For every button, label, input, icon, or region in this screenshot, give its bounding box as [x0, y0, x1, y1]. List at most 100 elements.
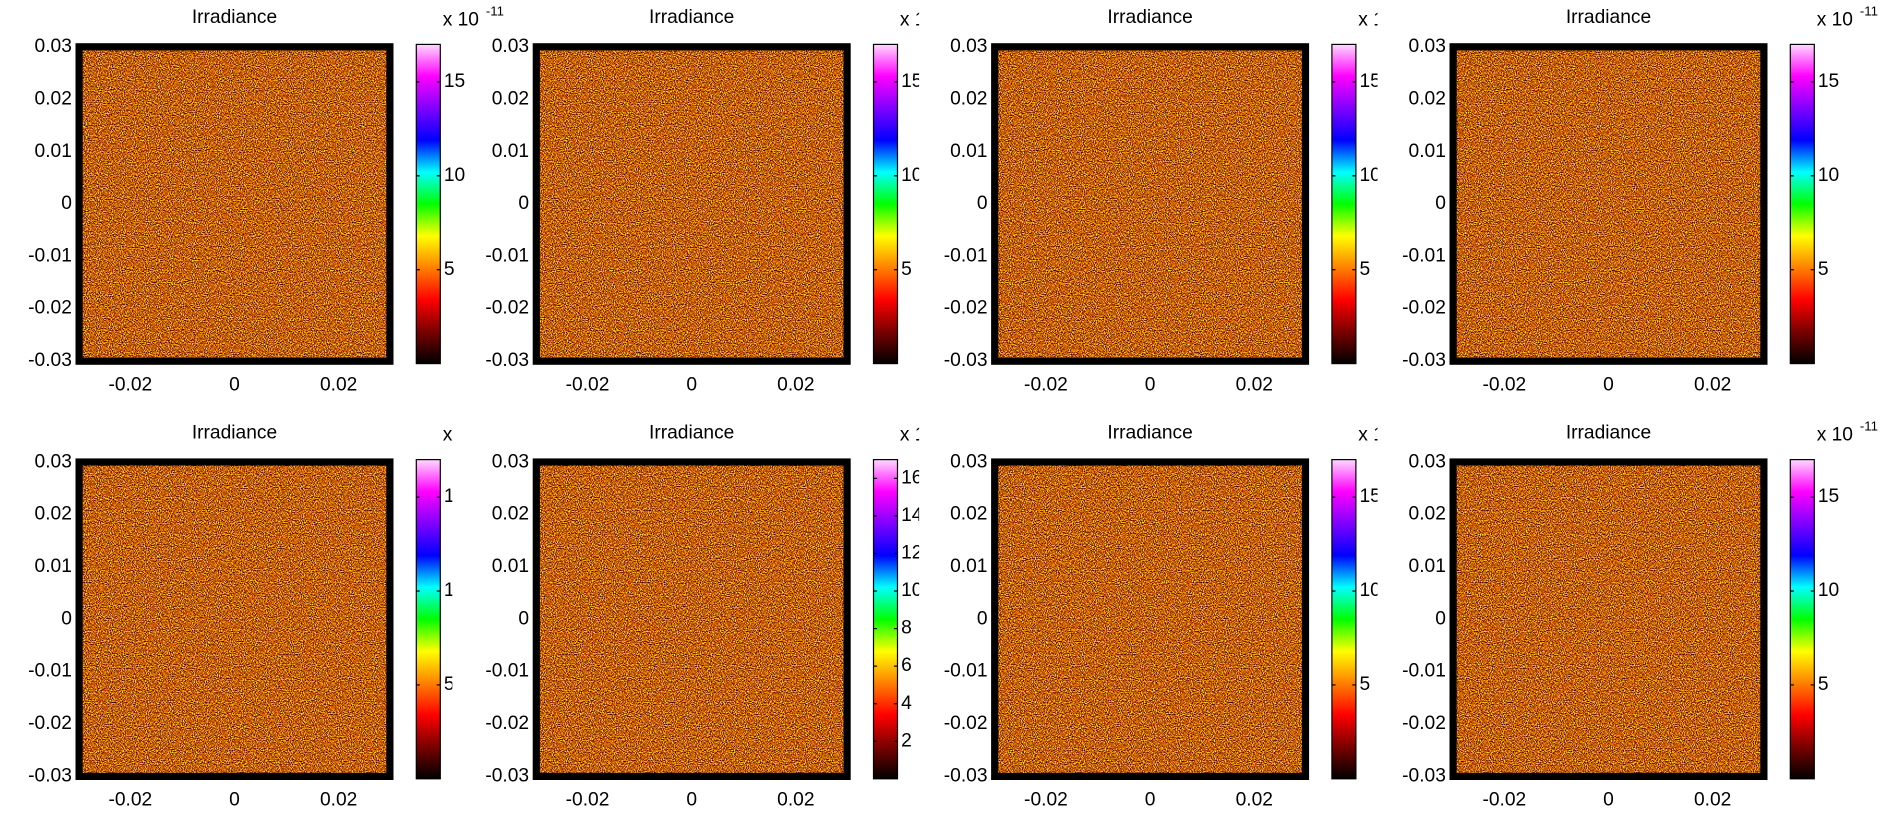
colorbar-exponent: -11: [1402, 419, 1420, 434]
subplot-title: Irradiance: [649, 422, 734, 443]
x-tick-label: 0.02: [1236, 374, 1273, 395]
subplot-title: Irradiance: [1566, 7, 1651, 28]
y-tick-label: -0.03: [944, 350, 988, 371]
colorbar-multiplier: x 10: [1817, 9, 1853, 30]
y-tick-label: 0: [1435, 608, 1446, 629]
y-tick-label: -0.03: [28, 765, 72, 786]
y-tick-label: 0: [977, 193, 988, 214]
colorbar-tick-label: 10: [901, 580, 922, 601]
subplot: Irradiance -0.03 -0.02 -0.01 0 0.01 0.02 0.03 -0…: [485, 422, 922, 810]
y-tick-label: -0.01: [485, 661, 529, 682]
y-tick-label: 0.01: [35, 141, 72, 162]
x-tick-label: -0.02: [566, 789, 610, 810]
colorbar-tick-label: 15: [1360, 486, 1381, 507]
colorbar-tick-label: 15: [1818, 486, 1839, 507]
heatmap-image: [1450, 44, 1767, 364]
x-tick-label: 0: [686, 374, 697, 395]
y-tick-label: 0.02: [35, 504, 72, 525]
colorbar-tick-label: 10: [1360, 165, 1381, 186]
colorbar-tick-label: 10: [901, 165, 922, 186]
colorbar-exponent: -11: [486, 419, 504, 434]
x-tick-label: 0.02: [320, 789, 357, 810]
subplot: Irradiance -0.03 -0.02 -0.01 0 0.01 0.02 0.03 -0…: [485, 7, 936, 395]
y-tick-label: 0: [1435, 193, 1446, 214]
colorbar-multiplier: x 10: [1358, 9, 1394, 30]
subplot: Irradiance -0.03 -0.02 -0.01 0 0.01 0.02 0.03 -0…: [944, 7, 1394, 395]
subplot: Irradiance -0.03 -0.02 -0.01 0 0.01 0.02 0.03 -0…: [28, 419, 504, 810]
y-tick-label: 0.02: [950, 88, 987, 109]
heatmap-image: [76, 44, 393, 364]
colorbar-labels: 5 10 15 x 10 -11: [1358, 9, 1394, 279]
y-tick-label: -0.03: [1402, 765, 1446, 786]
x-tick-label: -0.02: [566, 374, 610, 395]
colorbar-multiplier: x 10: [900, 9, 936, 30]
y-tick-label: 0.01: [1409, 141, 1446, 162]
y-tick-label: -0.03: [28, 350, 72, 371]
colorbar-tick-label: 10: [444, 580, 465, 601]
y-tick-label: -0.02: [485, 298, 529, 319]
colorbar-multiplier: x 10: [1358, 425, 1394, 446]
x-tick-label: 0: [1603, 374, 1614, 395]
colorbar-exponent: -11: [486, 3, 504, 18]
colorbar: [1789, 458, 1815, 780]
y-tick-label: 0.03: [950, 36, 987, 57]
y-tick-label: -0.03: [1402, 350, 1446, 371]
x-tick-label: 0.02: [320, 374, 357, 395]
colorbar: [872, 43, 899, 365]
colorbar-exponent: -11: [1860, 419, 1878, 434]
y-tick-label: 0: [518, 608, 529, 629]
y-tick-label: 0.02: [1409, 88, 1446, 109]
y-tick-label: 0.03: [35, 451, 72, 472]
y-tick-label: 0.01: [492, 141, 529, 162]
colorbar-labels: 2 4 6 8 10 12 14 16 x 10 -11: [900, 425, 922, 752]
colorbar-tick-label: 16: [901, 467, 922, 488]
y-tick-label: -0.02: [28, 713, 72, 734]
colorbar: [1331, 43, 1357, 365]
subplot-title: Irradiance: [1107, 422, 1192, 443]
colorbar-labels: 5 10 15 x 10 -11: [443, 419, 504, 695]
subplot: Irradiance -0.03 -0.02 -0.01 0 0.01 0.02 0.03 -0…: [1402, 3, 1878, 395]
colorbar-tick-label: 15: [901, 71, 922, 92]
colorbar-exponent: -11: [1860, 3, 1878, 18]
subplot-title: Irradiance: [649, 7, 734, 28]
x-tick-label: -0.02: [1024, 789, 1068, 810]
x-tick-label: -0.02: [1482, 789, 1526, 810]
colorbar-tick-label: 2: [901, 730, 912, 751]
x-tick-label: 0: [686, 789, 697, 810]
colorbar-tick-label: 10: [444, 165, 465, 186]
x-tick-label: -0.02: [1024, 374, 1068, 395]
y-tick-label: -0.02: [944, 713, 988, 734]
y-tick-label: 0.02: [1409, 504, 1446, 525]
y-tick-label: -0.02: [944, 298, 988, 319]
subplot-title: Irradiance: [192, 7, 277, 28]
y-tick-label: -0.01: [28, 245, 72, 266]
subplot: Irradiance -0.03 -0.02 -0.01 0 0.01 0.02 0.03 -0…: [944, 419, 1420, 810]
colorbar-tick-label: 15: [1360, 71, 1381, 92]
y-tick-label: 0: [518, 193, 529, 214]
heatmap-image: [992, 459, 1308, 779]
y-tick-label: 0: [61, 608, 72, 629]
x-tick-label: 0: [229, 374, 240, 395]
y-tick-label: 0: [61, 193, 72, 214]
y-tick-label: -0.01: [1402, 661, 1446, 682]
y-tick-label: 0.03: [950, 451, 987, 472]
x-tick-label: 0: [1603, 789, 1614, 810]
x-tick-label: 0.02: [1694, 789, 1731, 810]
y-tick-label: -0.02: [485, 713, 529, 734]
subplot-title: Irradiance: [1107, 7, 1192, 28]
colorbar: [415, 43, 441, 365]
colorbar-tick-label: 5: [444, 259, 455, 280]
y-tick-label: 0.03: [35, 36, 72, 57]
heatmap-image: [533, 459, 850, 779]
y-tick-label: -0.01: [1402, 245, 1446, 266]
colorbar: [872, 458, 899, 780]
colorbar-tick-label: 15: [444, 71, 465, 92]
colorbar: [415, 458, 441, 780]
y-tick-label: 0.02: [492, 88, 529, 109]
y-tick-label: -0.02: [28, 298, 72, 319]
colorbar-tick-label: 5: [444, 674, 455, 695]
y-tick-label: -0.02: [1402, 298, 1446, 319]
x-tick-label: 0.02: [1694, 374, 1731, 395]
y-tick-label: -0.01: [944, 245, 988, 266]
